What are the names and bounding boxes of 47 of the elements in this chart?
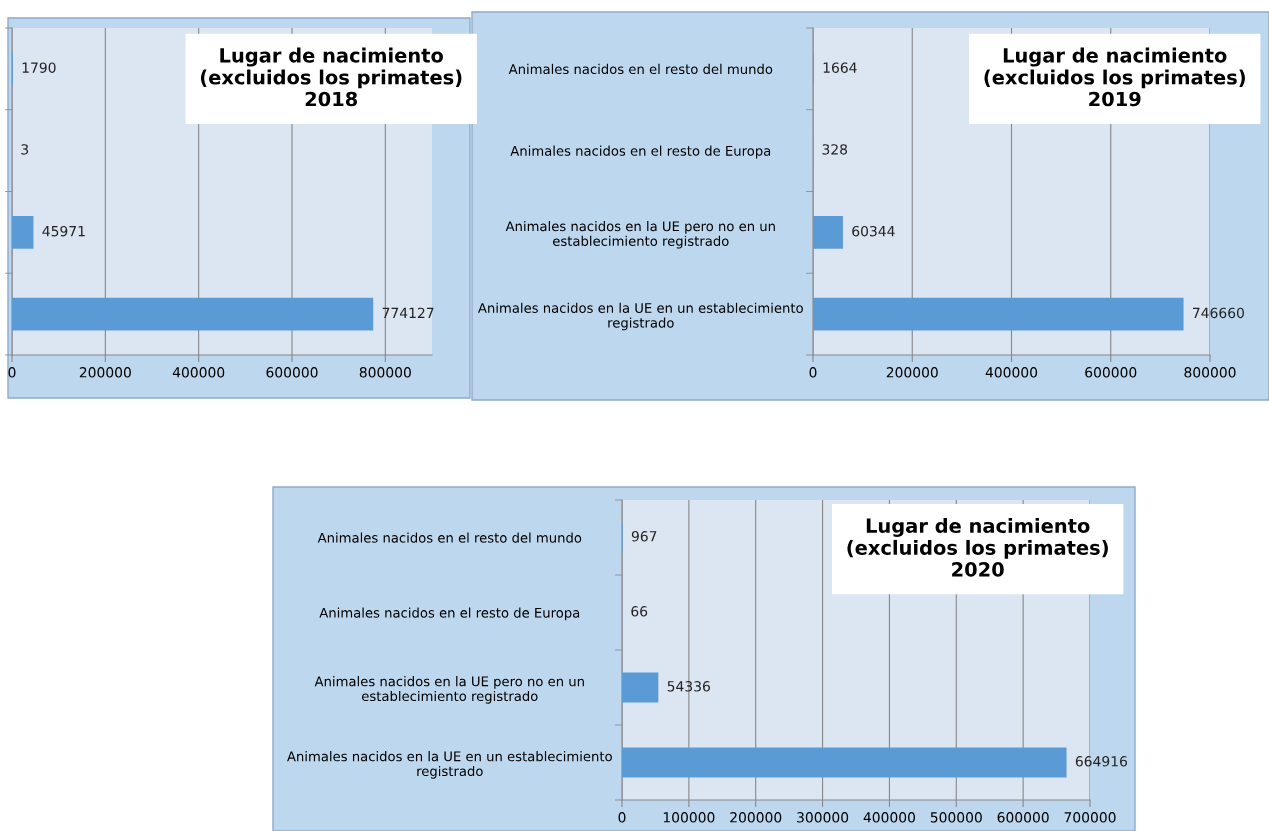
data-label: 66 <box>631 606 648 617</box>
y-tick-label: Animales nacidos en la UE en un establecimiento registrado <box>478 302 803 331</box>
data-label: 774127 <box>382 307 434 318</box>
bar <box>622 672 659 703</box>
y-tick-label: Animales nacidos en el resto del mundo <box>317 532 582 543</box>
x-tick-label: 800000 <box>1184 367 1236 378</box>
bar <box>813 216 843 249</box>
x-tick-label: 200000 <box>730 812 782 823</box>
x-tick-label: 600000 <box>266 367 318 378</box>
x-tick-label: 0 <box>8 367 16 378</box>
bar <box>622 747 1067 778</box>
bar <box>813 297 1184 331</box>
x-tick-label: 600000 <box>997 812 1049 823</box>
text: Lugar de nacimiento (excluidos los primates) 2020 <box>847 518 1108 577</box>
data-label: 60344 <box>852 225 895 237</box>
x-tick-label: 500000 <box>930 812 982 823</box>
x-tick-label: 300000 <box>797 812 849 823</box>
text: Lugar de nacimiento (excluidos los primates) 2019 <box>984 47 1245 107</box>
data-label: 664916 <box>1075 756 1128 767</box>
data-label: 1664 <box>823 62 857 73</box>
y-tick-label: Animales nacidos en el resto de Europa <box>319 607 580 621</box>
data-label: 328 <box>822 144 848 155</box>
x-tick-label: 0 <box>809 367 817 378</box>
x-tick-label: 400000 <box>172 367 225 378</box>
x-tick-label: 800000 <box>359 367 411 378</box>
x-tick-label: 700000 <box>1064 812 1116 823</box>
y-tick-label: Animales nacidos en el resto del mundo <box>508 63 773 75</box>
data-label: 1790 <box>22 62 56 73</box>
data-label: 3 <box>21 144 29 155</box>
data-label: 746660 <box>1193 307 1244 319</box>
x-tick-label: 100000 <box>663 812 715 823</box>
bar <box>12 297 374 331</box>
data-label: 54336 <box>667 681 710 692</box>
y-tick-label: Animales nacidos en la UE en un establecimiento registrado <box>287 751 612 779</box>
x-tick-label: 400000 <box>985 367 1038 378</box>
bar <box>12 216 34 249</box>
y-tick-label: Animales nacidos en la UE pero no en un establecimiento registrado <box>505 220 775 249</box>
y-tick-label: Animales nacidos en el resto de Europa <box>510 145 771 159</box>
data-label: 967 <box>631 531 657 542</box>
x-tick-label: 400000 <box>863 812 916 823</box>
data-label: 45971 <box>42 225 85 237</box>
x-tick-label: 0 <box>618 812 626 823</box>
x-tick-label: 600000 <box>1085 367 1137 378</box>
y-tick-label: Animales nacidos en la UE pero no en un establecimiento registrado <box>314 676 584 704</box>
x-tick-label: 200000 <box>886 367 938 378</box>
x-tick-label: 200000 <box>79 367 131 378</box>
text: Lugar de nacimiento (excluidos los primates) 2018 <box>200 47 462 107</box>
